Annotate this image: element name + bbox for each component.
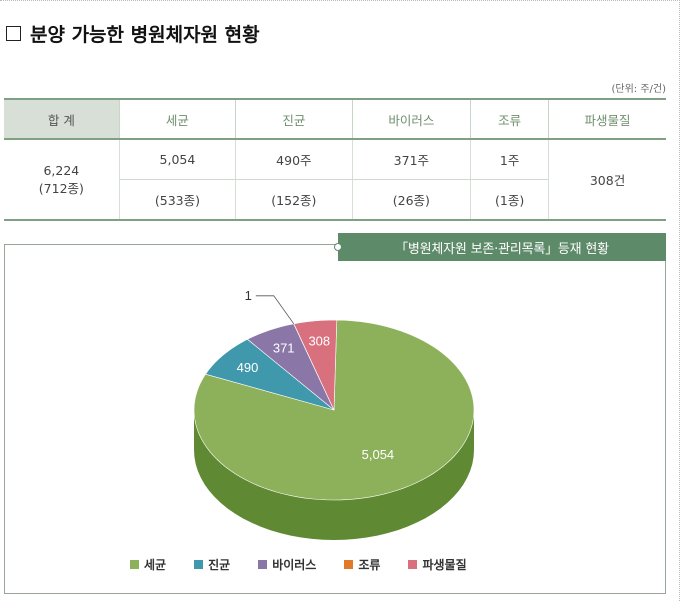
leader-line-3: [255, 295, 295, 325]
legend-label: 세균: [144, 558, 167, 572]
unit-label: (단위: 주/건): [611, 84, 666, 95]
table-header-row: 합 계 세균 진균 바이러스 조류 파생물질: [4, 98, 666, 140]
chart-legend: 세균 진균 바이러스 조류 파생물질: [130, 556, 467, 573]
fungi-species: (152종): [235, 179, 353, 221]
legend-swatch: [194, 560, 204, 569]
header-algae: 조류: [470, 98, 549, 140]
fungi-count: 490주: [235, 139, 353, 180]
total-species: (712종): [38, 180, 84, 196]
total-cell: 6,224 (712종): [4, 139, 120, 221]
header-derivatives: 파생물질: [548, 98, 666, 140]
pie-label-0: 5,054: [362, 447, 395, 462]
header-bacteria: 세균: [118, 98, 236, 140]
pie-slice-2: [246, 323, 335, 411]
legend-item-2: 바이러스: [258, 556, 316, 573]
total-count: 6,224: [43, 162, 80, 178]
pie-slice-1: [205, 338, 335, 411]
legend-swatch: [408, 560, 418, 569]
pie-label-1: 490: [237, 360, 259, 375]
pie-label-2: 371: [273, 341, 295, 356]
checkbox-square-icon: [6, 26, 21, 41]
virus-count: 371주: [351, 139, 471, 180]
legend-item-1: 진균: [194, 556, 230, 573]
pie-label-4: 308: [308, 333, 330, 348]
bacteria-count: 5,054: [118, 139, 236, 180]
summary-table: 합 계 세균 진균 바이러스 조류 파생물질 6,224 (712종) 5,05…: [4, 98, 666, 221]
page-title: 분양 가능한 병원체자원 현황: [6, 20, 260, 47]
pie-chart: 5,054 490 371 1 308: [193, 288, 475, 540]
legend-swatch: [258, 560, 268, 569]
legend-label: 진균: [208, 558, 231, 572]
legend-item-0: 세균: [130, 556, 166, 573]
table-row: 6,224 (712종) 5,054 490주 371주 1주 308건: [4, 139, 666, 221]
legend-label: 조류: [358, 558, 381, 572]
legend-label: 바이러스: [272, 558, 317, 572]
virus-species: (26종): [351, 179, 471, 221]
dotted-border-top: [0, 0, 680, 1]
page-title-text: 분양 가능한 병원체자원 현황: [30, 24, 260, 46]
legend-item-3: 조류: [344, 556, 380, 573]
algae-species: (1종): [470, 179, 549, 221]
banner-dot-icon: [334, 243, 342, 251]
header-fungi: 진균: [235, 98, 353, 140]
legend-label: 파생물질: [422, 558, 467, 572]
bacteria-species: (533종): [118, 179, 236, 221]
chart-title: 「병원체자원 보존·관리목록」등재 현황: [338, 233, 666, 261]
legend-item-4: 파생물질: [408, 556, 467, 573]
header-virus: 바이러스: [351, 98, 471, 140]
algae-count: 1주: [470, 139, 549, 180]
legend-swatch: [130, 560, 139, 569]
header-total: 합 계: [4, 98, 120, 140]
pie-label-3: 1: [245, 288, 252, 303]
legend-swatch: [344, 560, 354, 569]
pie-slice-4: [293, 319, 338, 411]
derivatives-count: 308건: [548, 139, 666, 221]
pie-side-0: [194, 410, 474, 540]
table-row: (533종) (152종) (26종) (1종): [4, 179, 666, 221]
